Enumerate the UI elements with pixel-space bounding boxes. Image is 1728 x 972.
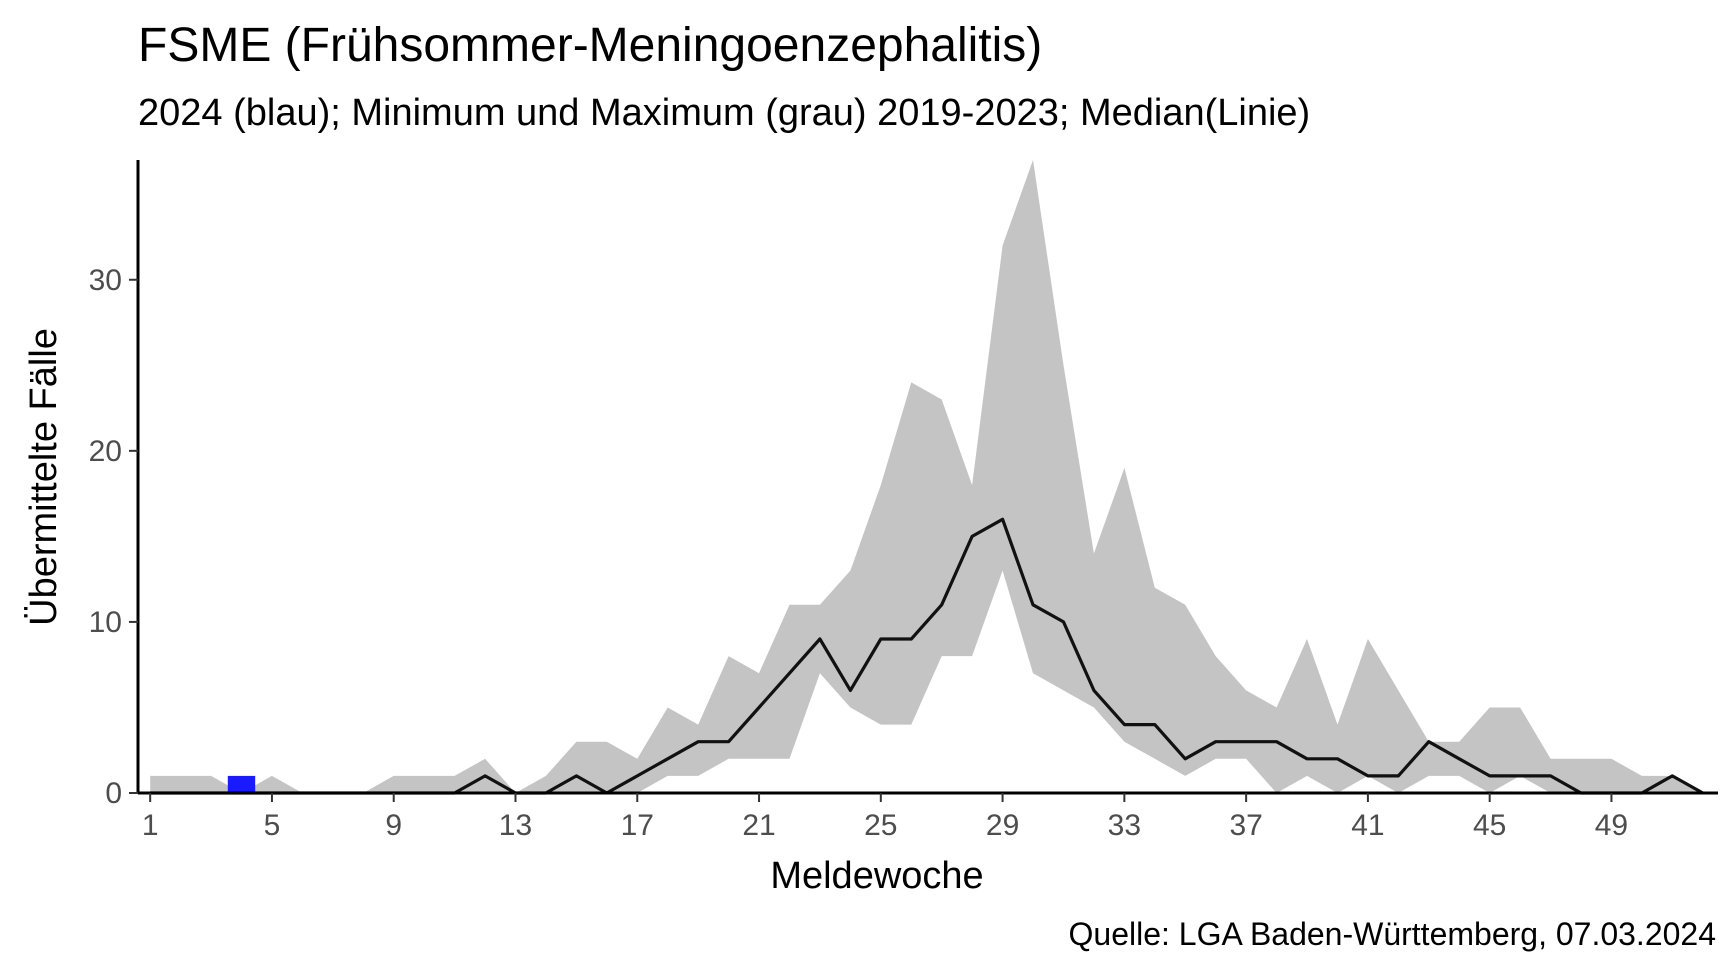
y-axis-title: Übermittelte Fälle	[23, 328, 65, 626]
x-tick-label-37: 37	[1229, 809, 1262, 842]
x-tick-label-49: 49	[1595, 809, 1628, 842]
x-tick-label-9: 9	[385, 809, 402, 842]
x-tick-label-21: 21	[742, 809, 775, 842]
x-axis-title: Meldewoche	[770, 855, 983, 897]
x-tick-label-45: 45	[1473, 809, 1506, 842]
x-tick-label-17: 17	[621, 809, 654, 842]
bar-2024-week-4	[227, 775, 256, 793]
y-tick-label-20: 20	[89, 435, 122, 468]
y-tick-label-0: 0	[105, 777, 122, 810]
x-tick-label-25: 25	[864, 809, 897, 842]
x-tick-label-5: 5	[264, 809, 281, 842]
chart-subtitle: 2024 (blau); Minimum und Maximum (grau) …	[138, 92, 1311, 134]
y-tick-label-30: 30	[89, 264, 122, 297]
x-tick-label-41: 41	[1351, 809, 1384, 842]
x-tick-label-1: 1	[142, 809, 159, 842]
y-tick-label-10: 10	[89, 606, 122, 639]
chart-title: FSME (Frühsommer-Meningoenzephalitis)	[138, 19, 1043, 72]
x-tick-label-33: 33	[1108, 809, 1141, 842]
x-tick-label-13: 13	[499, 809, 532, 842]
x-tick-label-29: 29	[986, 809, 1019, 842]
min-max-range-area	[150, 160, 1703, 793]
chart-caption: Quelle: LGA Baden-Württemberg, 07.03.202…	[1068, 916, 1717, 952]
